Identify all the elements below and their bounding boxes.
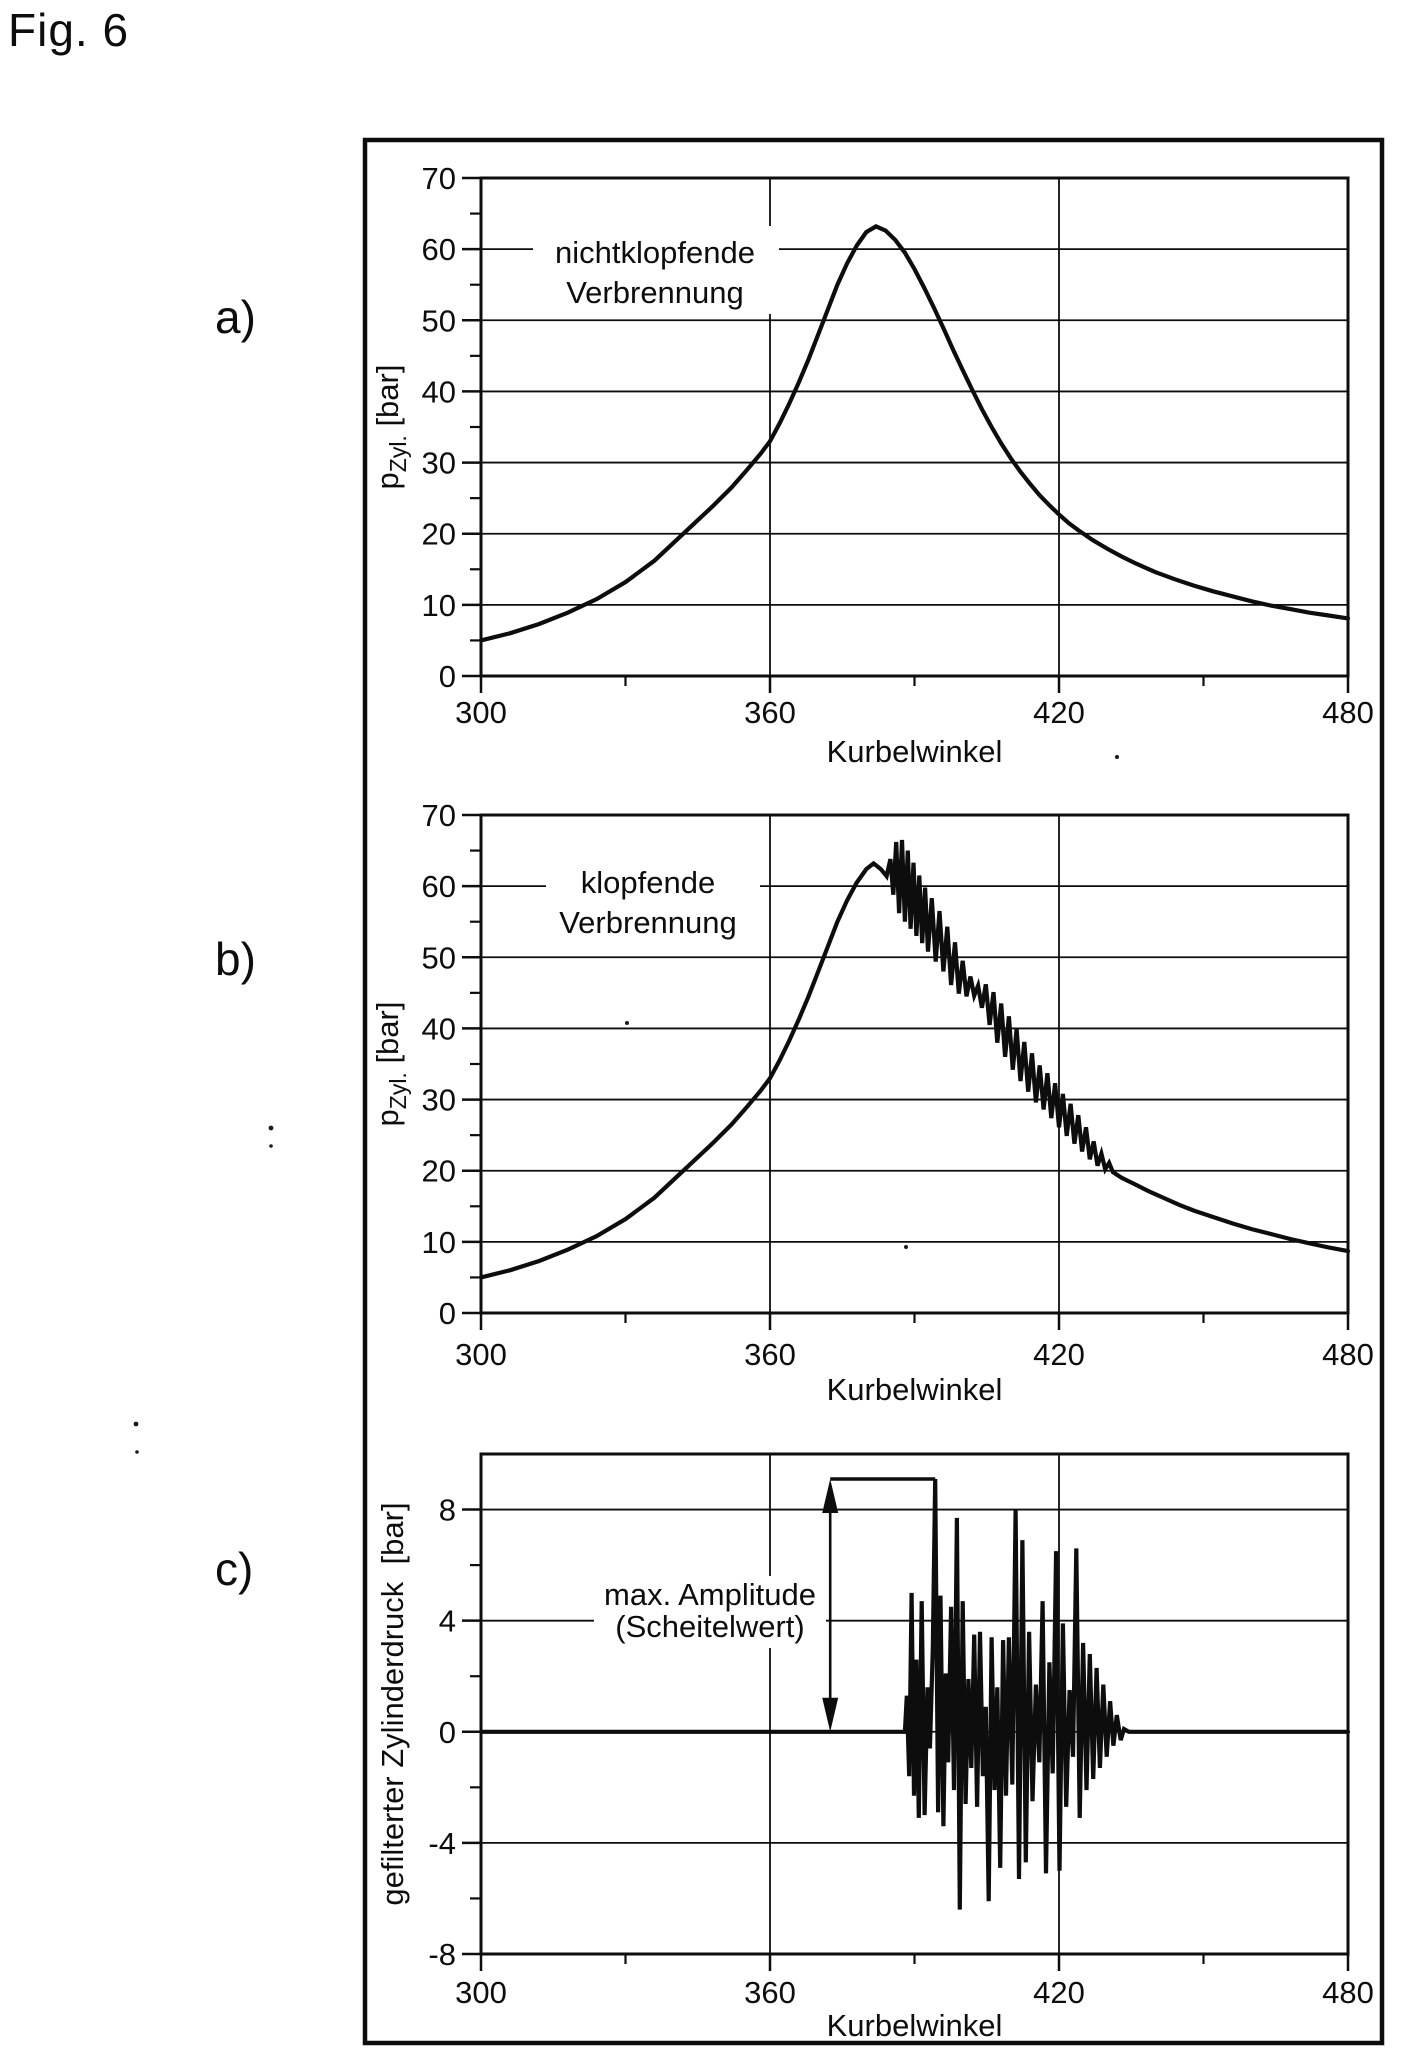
annotation-mask [546,862,760,944]
y-tick-label: 20 [422,517,456,552]
y-tick-label: 10 [422,1225,456,1260]
scan-noise [133,755,1119,1454]
y-tick-label: 8 [439,1493,456,1528]
annotation-line-2: Verbrennung [559,905,737,940]
x-tick-label: 300 [455,1975,507,2010]
x-axis-label: Kurbelwinkel [827,2008,1003,2043]
annotation-mask [533,226,779,314]
y-axis-label: gefilterter Zylinderdruck [bar] [375,1502,410,1905]
x-axis-label: Kurbelwinkel [827,1372,1003,1407]
x-tick-label: 360 [744,1975,796,2010]
y-tick-label: 10 [422,588,456,623]
x-tick-label: 480 [1322,1975,1374,2010]
pressure-curve-b [478,839,1351,1280]
x-axis-label: Kurbelwinkel [827,734,1003,769]
y-tick-label: 30 [422,1083,456,1118]
y-tick-label: 60 [422,869,456,904]
figure-border [362,137,1385,2046]
annotation-line-2: Verbrennung [566,275,744,310]
y-tick-label: 70 [422,798,456,833]
pressure-curve-c [478,1478,1351,1910]
y-tick-label: 40 [422,1011,456,1046]
x-tick-label: 300 [455,1337,507,1372]
y-tick-label: 70 [422,161,456,196]
y-axis-label: pZyl. [bar] [370,365,411,490]
x-tick-label: 360 [744,1337,796,1372]
annotation-line-2: (Scheitelwert) [615,1609,805,1644]
annotation-mask [594,1576,826,1648]
x-tick-label: 420 [1033,695,1085,730]
y-tick-label: 0 [439,659,456,694]
panel-label-a: a) [215,291,256,343]
annotation-line-1: max. Amplitude [604,1577,816,1612]
y-tick-label: 0 [439,1715,456,1750]
pressure-curve-a [478,224,1351,643]
y-tick-label: 50 [422,303,456,338]
y-axis-label: pZyl. [bar] [370,1002,411,1127]
y-tick-label: 4 [439,1604,456,1639]
y-tick-label: 0 [439,1296,456,1331]
y-tick-label: 30 [422,446,456,481]
panel-label-b: b) [215,933,256,985]
x-tick-label: 360 [744,695,796,730]
y-tick-label: 50 [422,940,456,975]
y-tick-label: -4 [428,1826,456,1861]
panel-label-c: c) [215,1543,253,1595]
y-tick-label: 20 [422,1154,456,1189]
y-tick-label: 40 [422,374,456,409]
y-tick-label: 60 [422,232,456,267]
annotation-line-1: nichtklopfende [555,235,755,270]
x-tick-label: 480 [1322,695,1374,730]
annotation-line-1: klopfende [581,865,715,900]
figure-title: Fig. 6 [8,4,129,56]
x-tick-label: 300 [455,695,507,730]
y-tick-label: -8 [428,1937,456,1972]
x-tick-label: 420 [1033,1337,1085,1372]
x-tick-label: 480 [1322,1337,1374,1372]
x-tick-label: 420 [1033,1975,1085,2010]
amplitude-arrow [822,1479,839,1732]
chart-b: 70 60 50 40 30 20 10 0 300 360 420 480 klopfende Verb… [370,798,1374,1407]
